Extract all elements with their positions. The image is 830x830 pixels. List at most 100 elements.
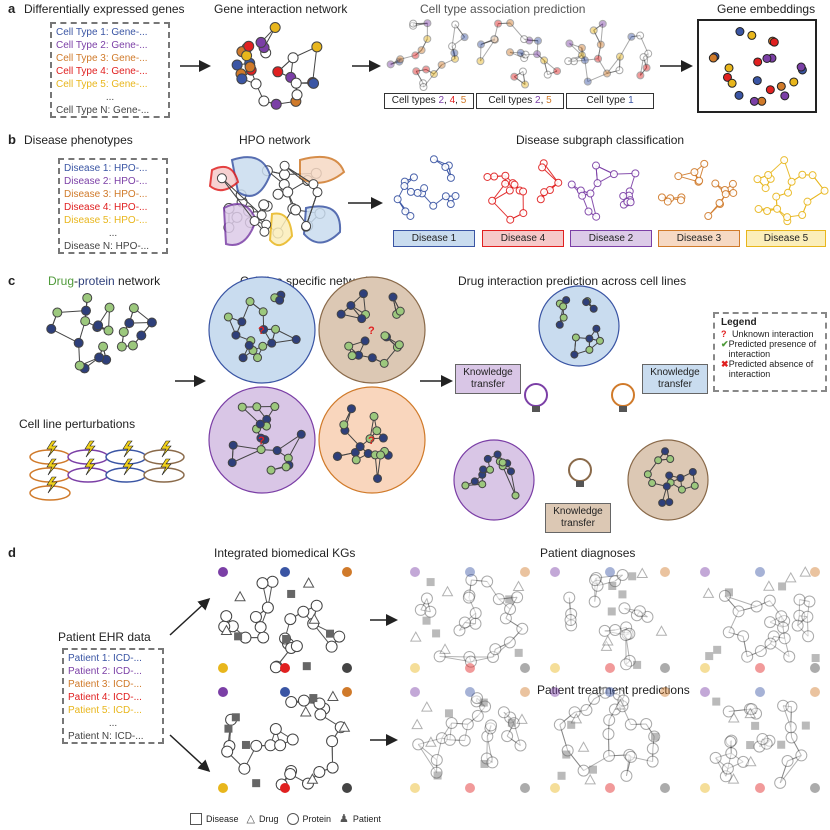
disease-square (422, 616, 431, 625)
network-node (116, 341, 127, 352)
disease-square (433, 771, 442, 780)
network-node (519, 187, 528, 196)
network-edge (584, 60, 589, 82)
patient-node (520, 687, 530, 697)
network-edge (559, 724, 569, 751)
network-node (803, 595, 816, 608)
network-node (423, 34, 432, 43)
disease-square (557, 771, 566, 780)
network-edge (594, 577, 597, 581)
network-node (275, 295, 285, 305)
network-node (494, 19, 503, 28)
network-node (533, 36, 542, 45)
network-node (365, 434, 375, 444)
disease-square (309, 694, 318, 703)
network-edge (787, 754, 802, 762)
network-node (406, 211, 415, 220)
network-node (565, 619, 578, 632)
network-node (688, 467, 697, 476)
network-node (443, 733, 456, 746)
network-edge (509, 51, 525, 59)
disease-square (777, 740, 786, 749)
network-node (256, 445, 266, 455)
network-node (98, 341, 109, 352)
network-node (453, 624, 466, 637)
network-edge (570, 613, 572, 621)
drug-triangle (636, 567, 649, 579)
network-node (756, 733, 769, 746)
disease-square (567, 720, 576, 729)
network-node (464, 655, 477, 668)
network-node (504, 711, 517, 724)
hpo-list-item: Disease 1: HPO-... (64, 163, 148, 174)
network-edge (581, 47, 586, 61)
network-node (241, 50, 253, 62)
network-node (146, 317, 157, 328)
network-edge (495, 641, 511, 650)
drug-triangle (411, 718, 424, 730)
disease-square (712, 697, 721, 706)
network-edge (790, 706, 792, 728)
network-edge (476, 700, 486, 707)
drug-triangle-icon: △ (246, 813, 255, 825)
patient-node (660, 783, 670, 793)
network-node (745, 703, 758, 716)
network-node (386, 60, 395, 69)
network-edge (476, 698, 478, 702)
disease-square (633, 660, 642, 669)
embedding-point (722, 72, 732, 82)
network-edge (509, 717, 515, 724)
network-edge (594, 579, 598, 586)
network-node (388, 292, 398, 302)
network-node (411, 51, 420, 60)
petri-dish (29, 485, 71, 501)
chip-number: 5 (546, 95, 552, 106)
network-edge (770, 636, 775, 644)
network-node (623, 627, 636, 640)
network-edge (506, 722, 515, 737)
hpo-list-item: Disease 2: HPO-... (64, 176, 148, 187)
chip-number: 2 (535, 95, 541, 106)
network-edge (806, 601, 810, 617)
network-node (793, 609, 806, 622)
network-node (422, 65, 431, 74)
network-edge (418, 737, 443, 745)
disease-square (801, 721, 810, 730)
network-node (80, 316, 91, 327)
network-edge (636, 610, 641, 616)
drug-triangle (302, 577, 315, 588)
network-node (510, 180, 519, 189)
network-edge (593, 692, 606, 700)
network-node (458, 616, 471, 629)
network-edge (492, 642, 511, 658)
network-edge (727, 753, 732, 769)
network-node (774, 776, 787, 789)
network-node (784, 188, 793, 197)
network-node (615, 52, 624, 61)
gene-list-item: Cell Type 5: Gene-... (56, 79, 148, 90)
network-node (296, 429, 306, 439)
petri-dish (105, 467, 147, 483)
network-node (332, 451, 342, 461)
network-node (591, 161, 600, 170)
network-edge (567, 750, 584, 771)
drug-triangle (327, 690, 339, 702)
patient-node (520, 663, 530, 673)
network-edge (543, 60, 558, 72)
network-node (658, 498, 667, 507)
network-node (617, 694, 630, 707)
network-node (401, 207, 410, 216)
network-node (499, 612, 512, 625)
network-node (554, 178, 563, 187)
network-node (395, 306, 405, 316)
drug-interaction-title: Drug interaction prediction across cell … (458, 274, 687, 288)
drug-triangle (601, 634, 614, 646)
disease-square (811, 654, 820, 663)
legend-text: Predicted presence of interaction (728, 339, 817, 359)
network-edge (790, 727, 793, 738)
disease-square (444, 709, 453, 718)
network-edge (502, 466, 516, 496)
patient-node (700, 663, 710, 673)
network-edge (433, 64, 443, 75)
network-node (310, 599, 323, 612)
